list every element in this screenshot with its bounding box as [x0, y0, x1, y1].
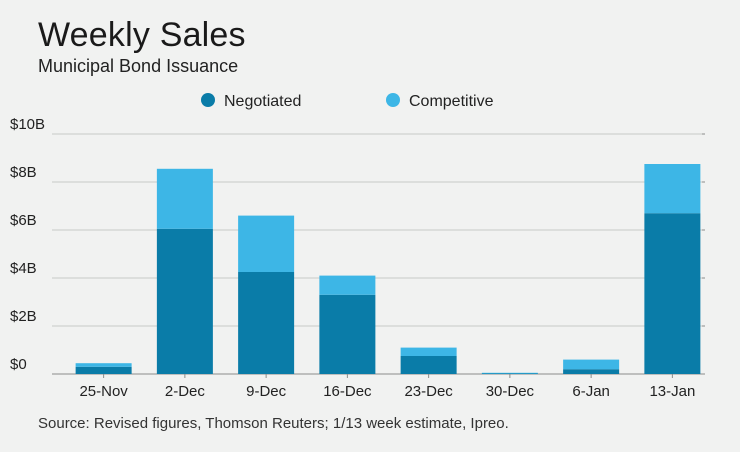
bar-competitive-6-Jan: [563, 359, 620, 370]
legend-swatch-negotiated: [201, 93, 215, 107]
bar-negotiated-25-Nov: [75, 366, 132, 374]
bar-negotiated-2-Dec: [156, 228, 213, 374]
x-tick-label: 2-Dec: [165, 383, 206, 400]
bar-negotiated-9-Dec: [238, 272, 295, 374]
bar-negotiated-23-Dec: [400, 356, 457, 374]
x-tick-label: 23-Dec: [404, 383, 453, 400]
bars: [75, 164, 701, 374]
source-note: Source: Revised figures, Thomson Reuters…: [38, 415, 509, 432]
y-tick-label: $0: [10, 356, 27, 373]
legend-label-competitive: Competitive: [409, 93, 494, 110]
y-tick-label: $4B: [10, 260, 37, 277]
bar-competitive-25-Nov: [75, 363, 132, 367]
y-tick-label: $10B: [10, 116, 45, 133]
y-tick-label: $2B: [10, 308, 37, 325]
legend-label-negotiated: Negotiated: [224, 93, 301, 110]
legend-swatch-competitive: [386, 93, 400, 107]
x-tick-label: 13-Jan: [649, 383, 695, 400]
x-tick-label: 30-Dec: [486, 383, 535, 400]
bar-competitive-30-Dec: [481, 372, 538, 374]
x-axis: 25-Nov 2-Dec 9-Dec 16-Dec 23-Dec 30-Dec 6-Jan 1…: [79, 374, 695, 400]
x-tick-label: 6-Jan: [572, 383, 610, 400]
chart-title: Weekly Sales: [38, 16, 246, 54]
x-tick-label: 9-Dec: [246, 383, 287, 400]
bar-competitive-13-Jan: [644, 164, 701, 214]
stacked-bar-chart: $0 $2B $4B $6B $8B $10B 25-Nov 2-Dec 9-Dec 16-De…: [10, 93, 705, 400]
y-axis: $0 $2B $4B $6B $8B $10B: [10, 116, 45, 373]
bar-competitive-23-Dec: [400, 347, 457, 356]
y-tick-label: $6B: [10, 212, 37, 229]
y-tick-label: $8B: [10, 164, 37, 181]
bar-negotiated-16-Dec: [319, 294, 376, 374]
legend: Negotiated Competitive: [201, 93, 494, 110]
x-tick-label: 16-Dec: [323, 383, 372, 400]
bar-competitive-9-Dec: [238, 215, 295, 272]
bar-negotiated-13-Jan: [644, 213, 701, 374]
bar-competitive-16-Dec: [319, 275, 376, 295]
bar-negotiated-6-Jan: [563, 369, 620, 374]
gridlines: [52, 133, 705, 375]
x-tick-label: 25-Nov: [79, 383, 128, 400]
bar-competitive-2-Dec: [156, 168, 213, 229]
chart-subtitle: Municipal Bond Issuance: [38, 56, 239, 76]
